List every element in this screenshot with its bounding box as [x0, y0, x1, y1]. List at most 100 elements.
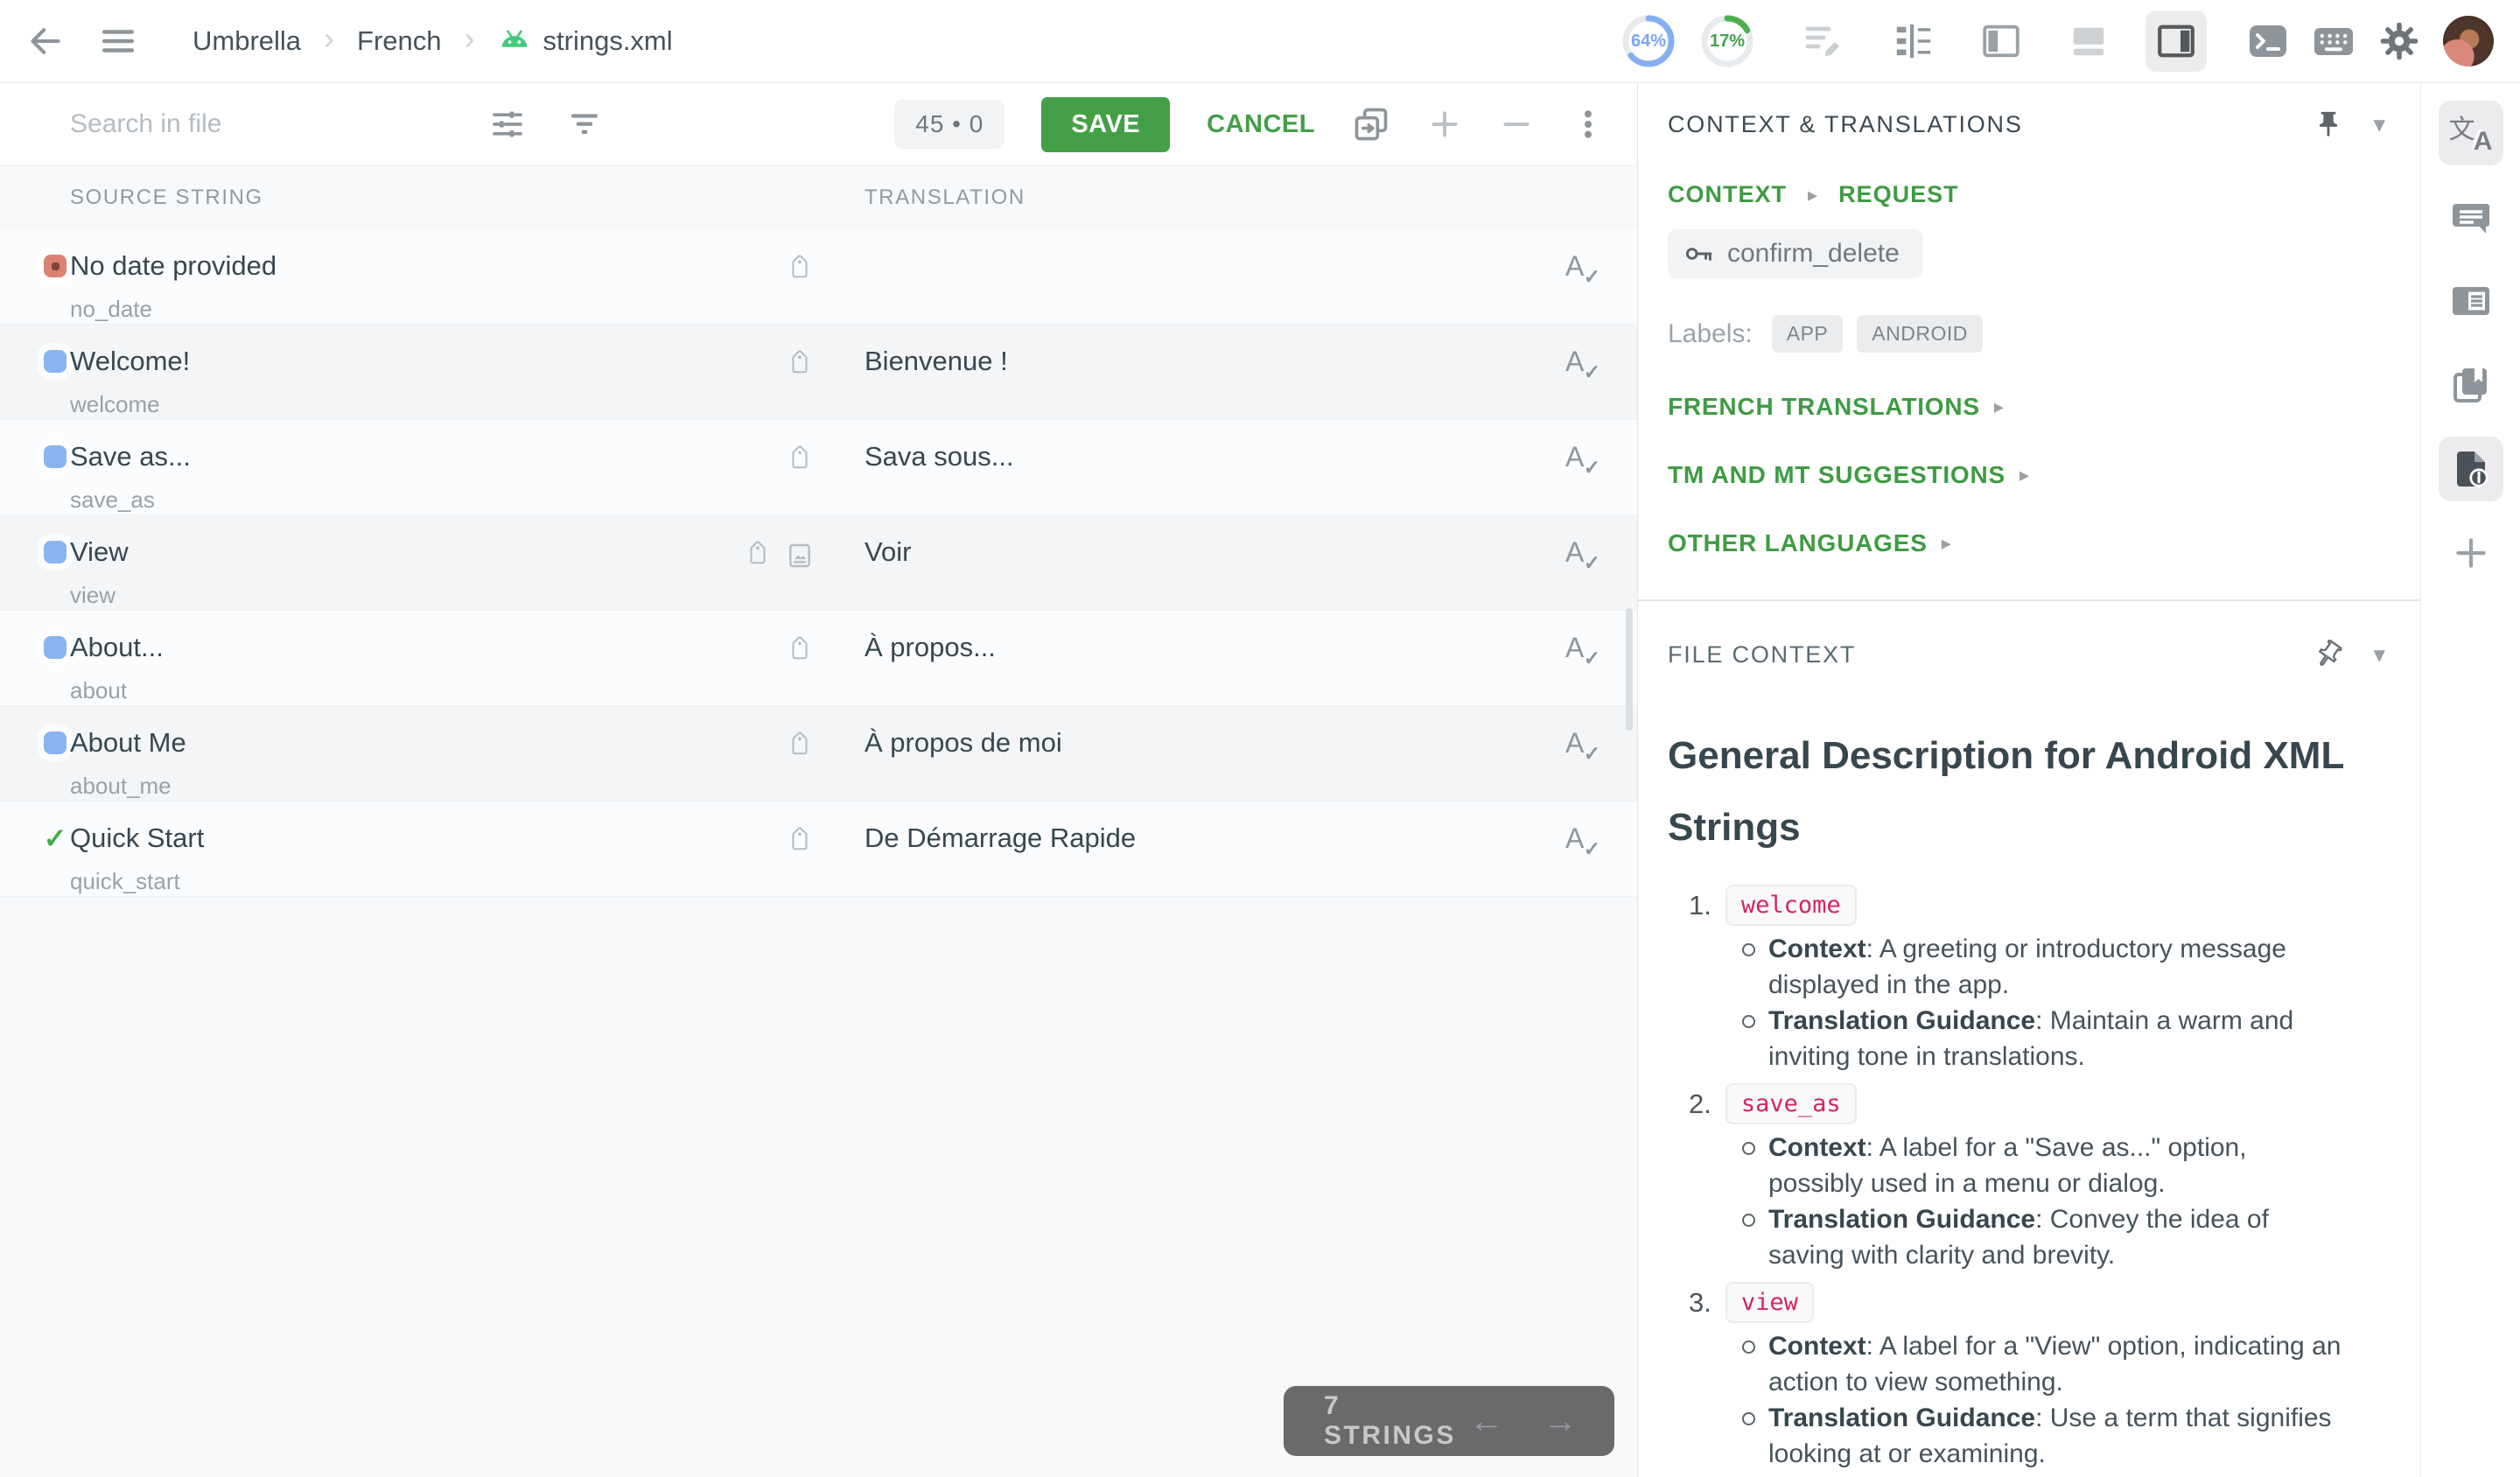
string-key: about [70, 677, 128, 704]
context-link[interactable]: CONTEXT [1668, 181, 1788, 207]
file-context-panel-icon[interactable] [2438, 437, 2503, 501]
labels-caption: Labels: [1668, 318, 1753, 348]
spellcheck-icon: A ✓ [1565, 441, 1600, 479]
keyboard-shortcuts-icon[interactable] [2312, 20, 2356, 62]
breadcrumb-file-label: strings.xml [542, 25, 673, 56]
source-string: No date provided [70, 250, 277, 281]
copy-source-icon[interactable] [1352, 105, 1390, 144]
main-area: Search in file [0, 83, 2520, 1477]
section-other-languages[interactable]: OTHER LANGUAGES ▸ [1668, 529, 2385, 557]
translation-string: Voir [864, 536, 912, 567]
previous-page-icon[interactable]: ← [1469, 1401, 1504, 1440]
source-string: Quick Start [70, 822, 205, 853]
top-bar-left: Umbrella › French › strings.xml [26, 22, 673, 60]
collapse-caret-icon[interactable]: ▾ [2373, 640, 2385, 668]
side-by-side-view-icon[interactable] [1883, 10, 1944, 72]
glossary-panel-icon[interactable] [2439, 353, 2503, 417]
breadcrumb-language[interactable]: French [357, 25, 442, 56]
advanced-filter-icon[interactable] [490, 107, 525, 142]
comments-panel-icon[interactable] [2439, 185, 2503, 249]
translation-column-header: TRANSLATION [864, 186, 1026, 209]
console-icon[interactable] [2247, 20, 2289, 62]
draft-translations-icon[interactable] [1802, 20, 1844, 62]
label-badge: ANDROID [1857, 315, 1983, 353]
guidance-bullet: Translation GuidanceConvey the idea of s… [1742, 1201, 2346, 1273]
translation-cell: À propos de moi A ✓ [830, 706, 1637, 801]
approved-percent: 17% [1709, 31, 1746, 51]
approved-progress-ring[interactable]: 17% [1699, 13, 1755, 69]
char-counter: 45 • 0 [894, 100, 1005, 149]
string-key: quick_start [70, 868, 180, 894]
editor-toolbar: Search in file [0, 83, 1637, 166]
translation-string: Sava sous... [864, 441, 1014, 472]
context-tabs: CONTEXT ▸ REQUEST [1668, 181, 2385, 208]
pin-icon[interactable] [2314, 109, 2343, 139]
cancel-button[interactable]: CANCEL [1207, 109, 1315, 138]
top-bar: Umbrella › French › strings.xml [0, 0, 2520, 83]
section-tm-mt-suggestions[interactable]: TM AND MT SUGGESTIONS ▸ [1668, 461, 2385, 489]
table-row[interactable]: About... about À propos... A ✓ [0, 611, 1637, 706]
string-status-icon [44, 445, 66, 468]
section-link-label: FRENCH TRANSLATIONS [1668, 393, 1980, 420]
next-page-icon[interactable]: → [1543, 1401, 1578, 1440]
view-mode-group [1883, 10, 2207, 72]
table-row[interactable]: View view Voir A ✓ [0, 515, 1637, 611]
more-options-icon[interactable] [1571, 107, 1606, 142]
left-panel-view-icon[interactable] [1970, 10, 2032, 72]
table-row[interactable]: About Me about_me À propos de moi A ✓ [0, 706, 1637, 802]
request-link[interactable]: REQUEST [1838, 181, 1959, 207]
settings-gear-icon[interactable] [2378, 20, 2420, 62]
string-key: no_date [70, 296, 152, 322]
source-cell: Quick Start quick_start [0, 802, 830, 896]
tag-icon [786, 732, 814, 765]
translation-cell: Sava sous... A ✓ [830, 420, 1637, 514]
translation-cell: À propos... A ✓ [830, 611, 1637, 705]
zoom-in-icon[interactable] [1427, 107, 1462, 142]
translated-progress-ring[interactable]: 64% [1620, 13, 1676, 69]
tag-icon [786, 255, 814, 288]
context-translations-title: CONTEXT & TRANSLATIONS [1668, 110, 2023, 137]
save-button[interactable]: SAVE [1041, 96, 1171, 152]
right-panel-view-icon[interactable] [2146, 10, 2207, 72]
strings-count: 7 STRINGS [1324, 1391, 1456, 1450]
tag-icon [744, 541, 772, 574]
table-row[interactable]: Welcome! welcome Bienvenue ! A ✓ [0, 325, 1637, 420]
add-panel-icon[interactable] [2439, 521, 2503, 585]
string-key-value: confirm_delete [1727, 239, 1900, 268]
unpin-icon[interactable] [2314, 639, 2343, 669]
source-cell: About Me about_me [0, 706, 830, 801]
user-avatar[interactable] [2443, 16, 2494, 66]
zoom-out-icon[interactable] [1499, 107, 1534, 142]
tag-icon [786, 350, 814, 383]
search-input[interactable]: Search in file [70, 109, 222, 138]
breadcrumb-project[interactable]: Umbrella [192, 25, 302, 56]
translation-cell: Voir A ✓ [830, 515, 1637, 610]
chevron-right-icon: ▸ [1941, 532, 1951, 554]
section-french-translations[interactable]: FRENCH TRANSLATIONS ▸ [1668, 393, 2385, 421]
string-code: view [1725, 1282, 1814, 1323]
menu-icon[interactable] [100, 23, 136, 60]
back-icon[interactable] [26, 22, 65, 60]
string-key-pill[interactable]: confirm_delete [1668, 229, 1922, 278]
source-string: View [70, 536, 129, 567]
collapse-caret-icon[interactable]: ▾ [2373, 110, 2385, 137]
spellcheck-icon: A ✓ [1565, 346, 1600, 383]
string-status-icon [44, 541, 66, 564]
context-bullet: ContextA label for a "View" option, indi… [1742, 1328, 2346, 1400]
table-row[interactable]: Save as... save_as Sava sous... A ✓ [0, 420, 1637, 515]
breadcrumb-file[interactable]: strings.xml [498, 25, 673, 58]
string-key: view [70, 582, 116, 608]
editor-scrollbar[interactable] [1626, 608, 1633, 731]
filter-icon[interactable] [567, 107, 602, 142]
bottom-panel-view-icon[interactable] [2058, 10, 2119, 72]
translation-string: Bienvenue ! [864, 346, 1008, 376]
table-row[interactable]: No date provided no_date A ✓ [0, 229, 1637, 325]
chevron-right-icon: ▸ [1808, 183, 1818, 206]
context-panel: CONTEXT & TRANSLATIONS ▾ CONTEXT ▸ REQUE… [1638, 83, 2420, 1477]
guidance-bullet: Translation GuidanceMaintain a warm and … [1742, 1003, 2346, 1074]
terms-panel-icon[interactable] [2439, 269, 2503, 333]
spellcheck-icon: A ✓ [1565, 822, 1600, 860]
table-row[interactable]: Quick Start quick_start De Démarrage Rap… [0, 802, 1637, 897]
string-code: welcome [1725, 885, 1857, 926]
